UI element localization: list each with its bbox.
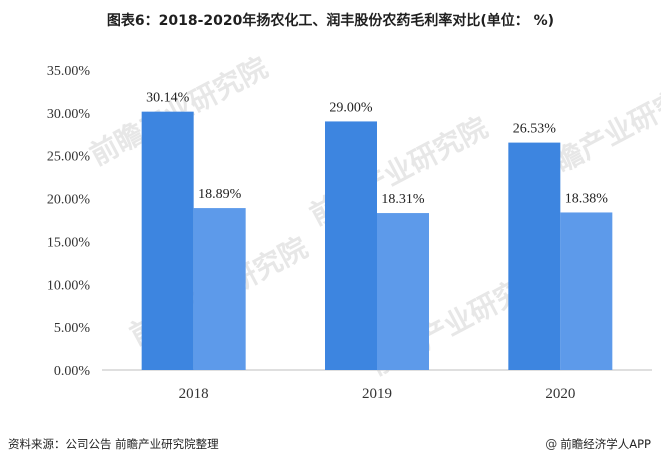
bar [560,212,613,370]
x-tick-label: 2019 [362,386,392,402]
y-tick-label: 15.00% [47,235,91,250]
bar [141,111,194,371]
data-label: 26.53% [513,122,557,137]
y-tick-label: 25.00% [47,150,91,165]
y-tick-label: 10.00% [47,278,91,293]
y-tick-label: 20.00% [47,193,91,208]
y-tick-label: 30.00% [47,107,91,122]
source-note: 资料来源：公司公告 前瞻产业研究院整理 [8,437,219,451]
at-icon: @ [545,437,558,451]
bar [193,208,246,370]
brand-text: 前瞻经济学人APP [560,437,651,451]
y-tick-label: 5.00% [54,321,91,336]
data-label: 18.38% [565,191,609,206]
bar [508,142,561,370]
brand-credit: @ 前瞻经济学人APP [545,436,651,452]
data-label: 18.89% [198,187,242,202]
data-label: 29.00% [329,100,373,115]
x-tick-label: 2018 [179,386,209,402]
data-label: 18.31% [381,192,425,207]
chart-title: 图表6：2018-2020年扬农化工、润丰股份农药毛利率对比(单位： %) [106,13,555,29]
bar [377,213,429,370]
y-tick-label: 0.00% [54,364,91,379]
y-tick-label: 35.00% [47,64,91,79]
data-label: 30.14% [146,91,190,106]
bar [325,121,377,370]
x-tick-label: 2020 [545,386,575,402]
